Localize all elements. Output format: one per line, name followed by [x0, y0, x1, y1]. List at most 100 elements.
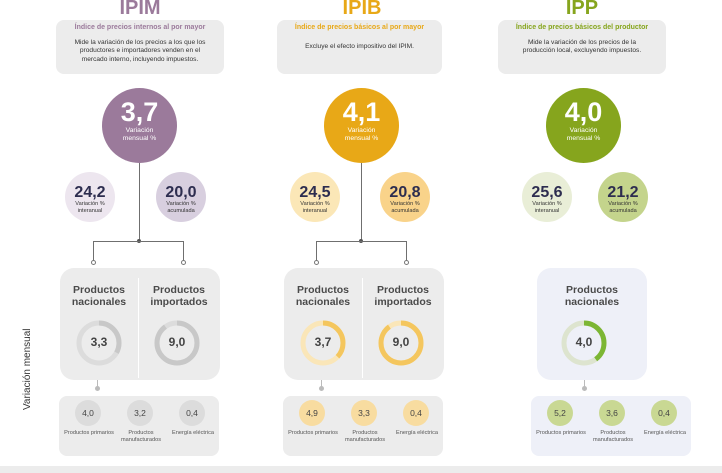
breakdown-value: 0,4 [403, 400, 429, 426]
breakdown-label: Productos primarios [64, 430, 114, 436]
product-label: Productos nacionales [564, 284, 620, 308]
description-box: Índice de precios básicos del productor … [498, 20, 666, 74]
product-ring: 9,0 [152, 318, 202, 368]
breakdown-item: 0,4 Energía eléctrica [635, 400, 695, 437]
breakdown-label: Productos manufacturados [592, 430, 634, 443]
breakdown-value: 5,2 [547, 400, 573, 426]
breakdown-item: 3,2 Productos manufacturados [111, 400, 171, 443]
section-description: Mide la variación de los precios a los q… [74, 38, 206, 63]
breakdown-label: Productos manufacturados [120, 430, 162, 443]
section-subtitle: Índice de precios básicos al por mayor [294, 24, 425, 31]
main-value: 3,7 [120, 97, 159, 127]
acumulada-label: Variación % acumulada [390, 201, 420, 214]
connector-dot [95, 386, 100, 391]
panel-divider [362, 278, 363, 378]
interanual-label: Variación % interanual [75, 201, 105, 214]
side-label: Variación mensual [22, 328, 33, 410]
interanual-label: Variación % interanual [532, 201, 562, 214]
acumulada-value: 21,2 [607, 184, 639, 201]
main-value: 4,0 [564, 97, 603, 127]
connector-line [321, 380, 322, 388]
breakdown-label: Productos primarios [288, 430, 338, 436]
product-label: Productos nacionales [71, 284, 127, 308]
main-label: Variación mensual % [566, 127, 601, 142]
breakdown-item: 0,4 Energía eléctrica [163, 400, 223, 437]
product-value: 4,0 [575, 335, 593, 349]
breakdown-label: Energía eléctrica [644, 430, 686, 436]
product-label: Productos nacionales [295, 284, 351, 308]
breakdown-item: 4,0 Productos primarios [59, 400, 119, 437]
interanual-value: 24,5 [299, 184, 331, 201]
product-value: 3,7 [314, 335, 332, 349]
connector-node [181, 260, 186, 265]
breakdown-item: 4,9 Productos primarios [283, 400, 343, 437]
connector-node [314, 260, 319, 265]
connector-dot [319, 386, 324, 391]
acumulada-label: Variación % acumulada [166, 201, 196, 214]
product-label: Productos importados [150, 284, 208, 308]
section-title: IPP [565, 0, 599, 19]
description-box: Índice de precios internos al por mayor … [56, 20, 224, 74]
connector-line [316, 241, 407, 242]
interanual-circle: 25,6 Variación % interanual [522, 172, 572, 222]
connector-line [406, 241, 407, 261]
acumulada-circle: 20,8 Variación % acumulada [380, 172, 430, 222]
breakdown-value: 3,3 [351, 400, 377, 426]
breakdown-value: 4,0 [75, 400, 101, 426]
product-ring: 3,7 [298, 318, 348, 368]
interanual-circle: 24,2 Variación % interanual [65, 172, 115, 222]
footer-strip [0, 466, 722, 473]
connector-line [93, 241, 184, 242]
product-value: 9,0 [168, 335, 186, 349]
main-value-circle: 4,1 Variación mensual % [324, 88, 399, 163]
acumulada-value: 20,0 [165, 184, 197, 201]
connector-line [584, 380, 585, 388]
breakdown-value: 3,6 [599, 400, 625, 426]
acumulada-label: Variación % acumulada [608, 201, 638, 214]
panel-divider [138, 278, 139, 378]
breakdown-label: Productos primarios [536, 430, 586, 436]
connector-line [93, 241, 94, 261]
connector-line [139, 163, 140, 241]
acumulada-value: 20,8 [389, 184, 421, 201]
product-ring: 3,3 [74, 318, 124, 368]
section-subtitle: Índice de precios básicos del productor [515, 24, 649, 31]
product-label: Productos importados [374, 284, 432, 308]
product-value: 3,3 [90, 335, 108, 349]
section-description: Mide la variación de los precios de la p… [522, 38, 642, 55]
connector-line [183, 241, 184, 261]
breakdown-value: 3,2 [127, 400, 153, 426]
breakdown-item: 3,3 Productos manufacturados [335, 400, 395, 443]
section-title: IPIB [342, 0, 382, 19]
connector-node [404, 260, 409, 265]
breakdown-item: 0,4 Energía eléctrica [387, 400, 447, 437]
main-label: Variación mensual % [344, 127, 379, 142]
main-value: 4,1 [342, 97, 381, 127]
interanual-value: 24,2 [74, 184, 106, 201]
section-title: IPIM [119, 0, 161, 19]
main-value-circle: 4,0 Variación mensual % [546, 88, 621, 163]
main-label: Variación mensual % [122, 127, 157, 142]
acumulada-circle: 21,2 Variación % acumulada [598, 172, 648, 222]
main-value-circle: 3,7 Variación mensual % [102, 88, 177, 163]
breakdown-label: Energía eléctrica [396, 430, 438, 436]
section-subtitle: Índice de precios internos al por mayor [74, 24, 206, 31]
description-box: Índice de precios básicos al por mayor E… [277, 20, 442, 74]
acumulada-circle: 20,0 Variación % acumulada [156, 172, 206, 222]
connector-line [97, 380, 98, 388]
interanual-value: 25,6 [531, 184, 563, 201]
connector-node [91, 260, 96, 265]
breakdown-value: 4,9 [299, 400, 325, 426]
breakdown-value: 0,4 [651, 400, 677, 426]
connector-line [361, 163, 362, 241]
connector-dot [582, 386, 587, 391]
connector-line [316, 241, 317, 261]
breakdown-label: Productos manufacturados [344, 430, 386, 443]
section-description: Excluye el efecto impositivo del IPIM. [305, 42, 414, 50]
breakdown-value: 0,4 [179, 400, 205, 426]
breakdown-item: 5,2 Productos primarios [531, 400, 591, 437]
product-ring: 9,0 [376, 318, 426, 368]
product-ring: 4,0 [559, 318, 609, 368]
product-value: 9,0 [392, 335, 410, 349]
breakdown-label: Energía eléctrica [172, 430, 214, 436]
